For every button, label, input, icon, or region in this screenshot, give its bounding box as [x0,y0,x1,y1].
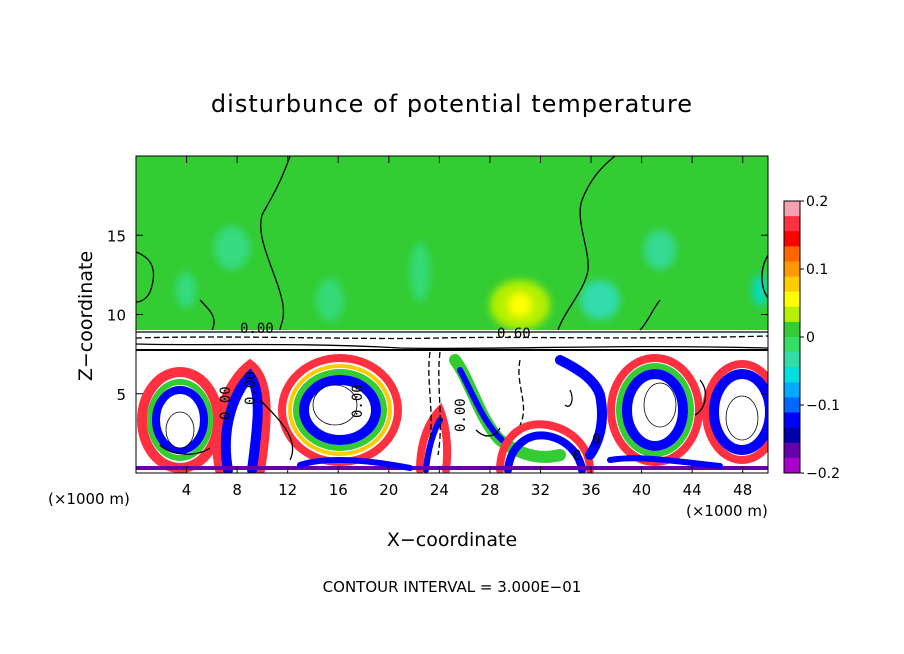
upper-anomalies [176,226,768,330]
colorbar-swatch [784,216,800,232]
colorbar-swatch [784,382,800,398]
colorbar-tick-label: 0.2 [806,194,828,210]
colorbar-swatch [784,457,800,474]
contour-lines [136,156,768,461]
contour-label-1: 0.00 [218,386,234,420]
x-tick-label: 4 [182,481,192,499]
colorbar-swatch [784,367,800,383]
vortex-c [278,354,402,466]
contour-label-3: 0.00 [350,384,366,418]
contour-interval-note: CONTOUR INTERVAL = 3.000E−01 [323,578,582,596]
x-axis-unit-left: (×1000 m) [48,490,130,508]
plot-area [136,156,768,473]
colorbar-swatch [784,352,800,368]
colorbar-swatch [784,321,800,338]
contour-label-0: 0.00 [240,321,274,337]
colorbar-swatch [784,201,800,217]
x-tick-label: 28 [480,481,499,499]
vortex-e [496,355,607,473]
colorbar-swatch [784,442,800,459]
colorbar-swatch [784,276,800,293]
colorbar-tick-label: 0 [806,330,815,346]
contour-label-4: 0.00 [453,398,469,432]
colorbar-tick-label: −0.1 [806,398,840,414]
x-axis: 4 8 12 16 20 24 28 32 36 40 44 48 [182,156,752,499]
vortex-b [212,358,271,473]
contour-label-6: 0 [592,432,600,448]
colorbar-swatch [784,306,800,323]
colorbar-swatch [784,337,800,353]
y-tick-label: 5 [116,386,126,404]
x-axis-unit-right: (×1000 m) [686,502,768,520]
vortex-d [416,354,566,473]
contour-label-group: 0.00 0.00 0.00 0.00 0.00 0.60 0 0 [218,321,600,464]
x-axis-label: X−coordinate [387,529,517,551]
colorbar-swatch [784,412,800,429]
x-tick-label: 36 [581,481,600,499]
contour-label-5: 0.60 [497,326,531,342]
colorbar-swatch [784,261,800,278]
y-tick-label: 10 [107,307,126,325]
colorbar-swatch [784,291,800,308]
lower-vortices [136,354,768,473]
contour-label-7: 0 [573,448,581,464]
x-tick-label: 8 [232,481,242,499]
x-tick-label: 20 [379,481,398,499]
x-tick-label: 12 [278,481,297,499]
x-tick-label: 24 [430,481,449,499]
chart-title: disturbunce of potential temperature [211,90,693,118]
x-tick-label: 32 [531,481,550,499]
x-tick-label: 44 [683,481,702,499]
y-axis: 5 10 15 [107,227,768,404]
colorbar-tick-label: 0.1 [806,262,828,278]
colorbar-swatch [784,427,800,444]
vortex-g [702,360,768,464]
contour-upper-right [557,156,616,331]
y-axis-label: Z−coordinate [75,251,97,381]
colorbar-swatch [784,246,800,262]
colorbar-tick-label: −0.2 [806,466,840,482]
colorbar-swatch [784,397,800,414]
x-tick-label: 16 [329,481,348,499]
colorbar: 0.2 0.1 0 −0.1 −0.2 [783,194,840,482]
vortex-f [607,354,703,466]
contour-label-2: 0.00 [243,371,259,405]
x-tick-label: 48 [733,481,752,499]
x-tick-label: 40 [632,481,651,499]
y-tick-label: 15 [107,227,126,245]
colorbar-swatch [784,231,800,247]
contour-upper-left [260,156,291,331]
